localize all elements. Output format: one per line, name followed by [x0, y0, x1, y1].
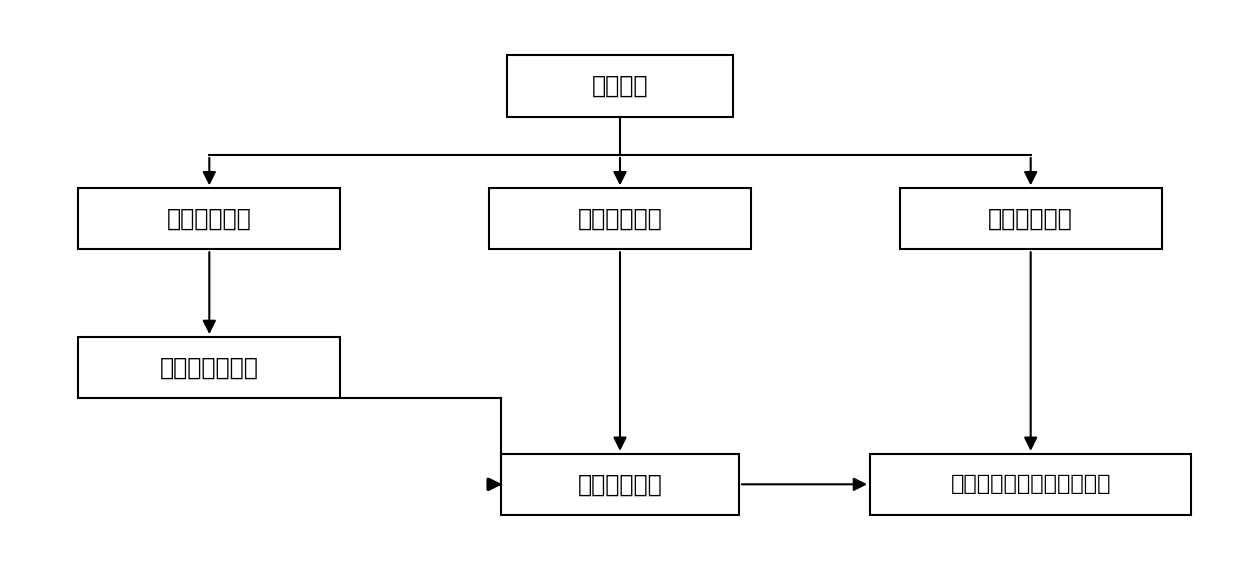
- Bar: [489, 188, 751, 249]
- Text: 区域面积计算: 区域面积计算: [578, 472, 662, 496]
- Bar: [78, 188, 340, 249]
- Text: 拍摄距离信息: 拍摄距离信息: [578, 207, 662, 231]
- Bar: [870, 454, 1192, 515]
- Text: 图像数据信息: 图像数据信息: [167, 207, 252, 231]
- Bar: [900, 188, 1162, 249]
- Text: 车辆位置信息: 车辆位置信息: [988, 207, 1073, 231]
- Bar: [501, 454, 739, 515]
- Text: 渗漏水区域提取: 渗漏水区域提取: [160, 355, 259, 380]
- Bar: [78, 337, 340, 398]
- Text: 数据采集: 数据采集: [591, 74, 649, 98]
- Text: 渗漏水面积、位置信息反馈: 渗漏水面积、位置信息反馈: [950, 475, 1111, 494]
- Bar: [507, 55, 733, 116]
